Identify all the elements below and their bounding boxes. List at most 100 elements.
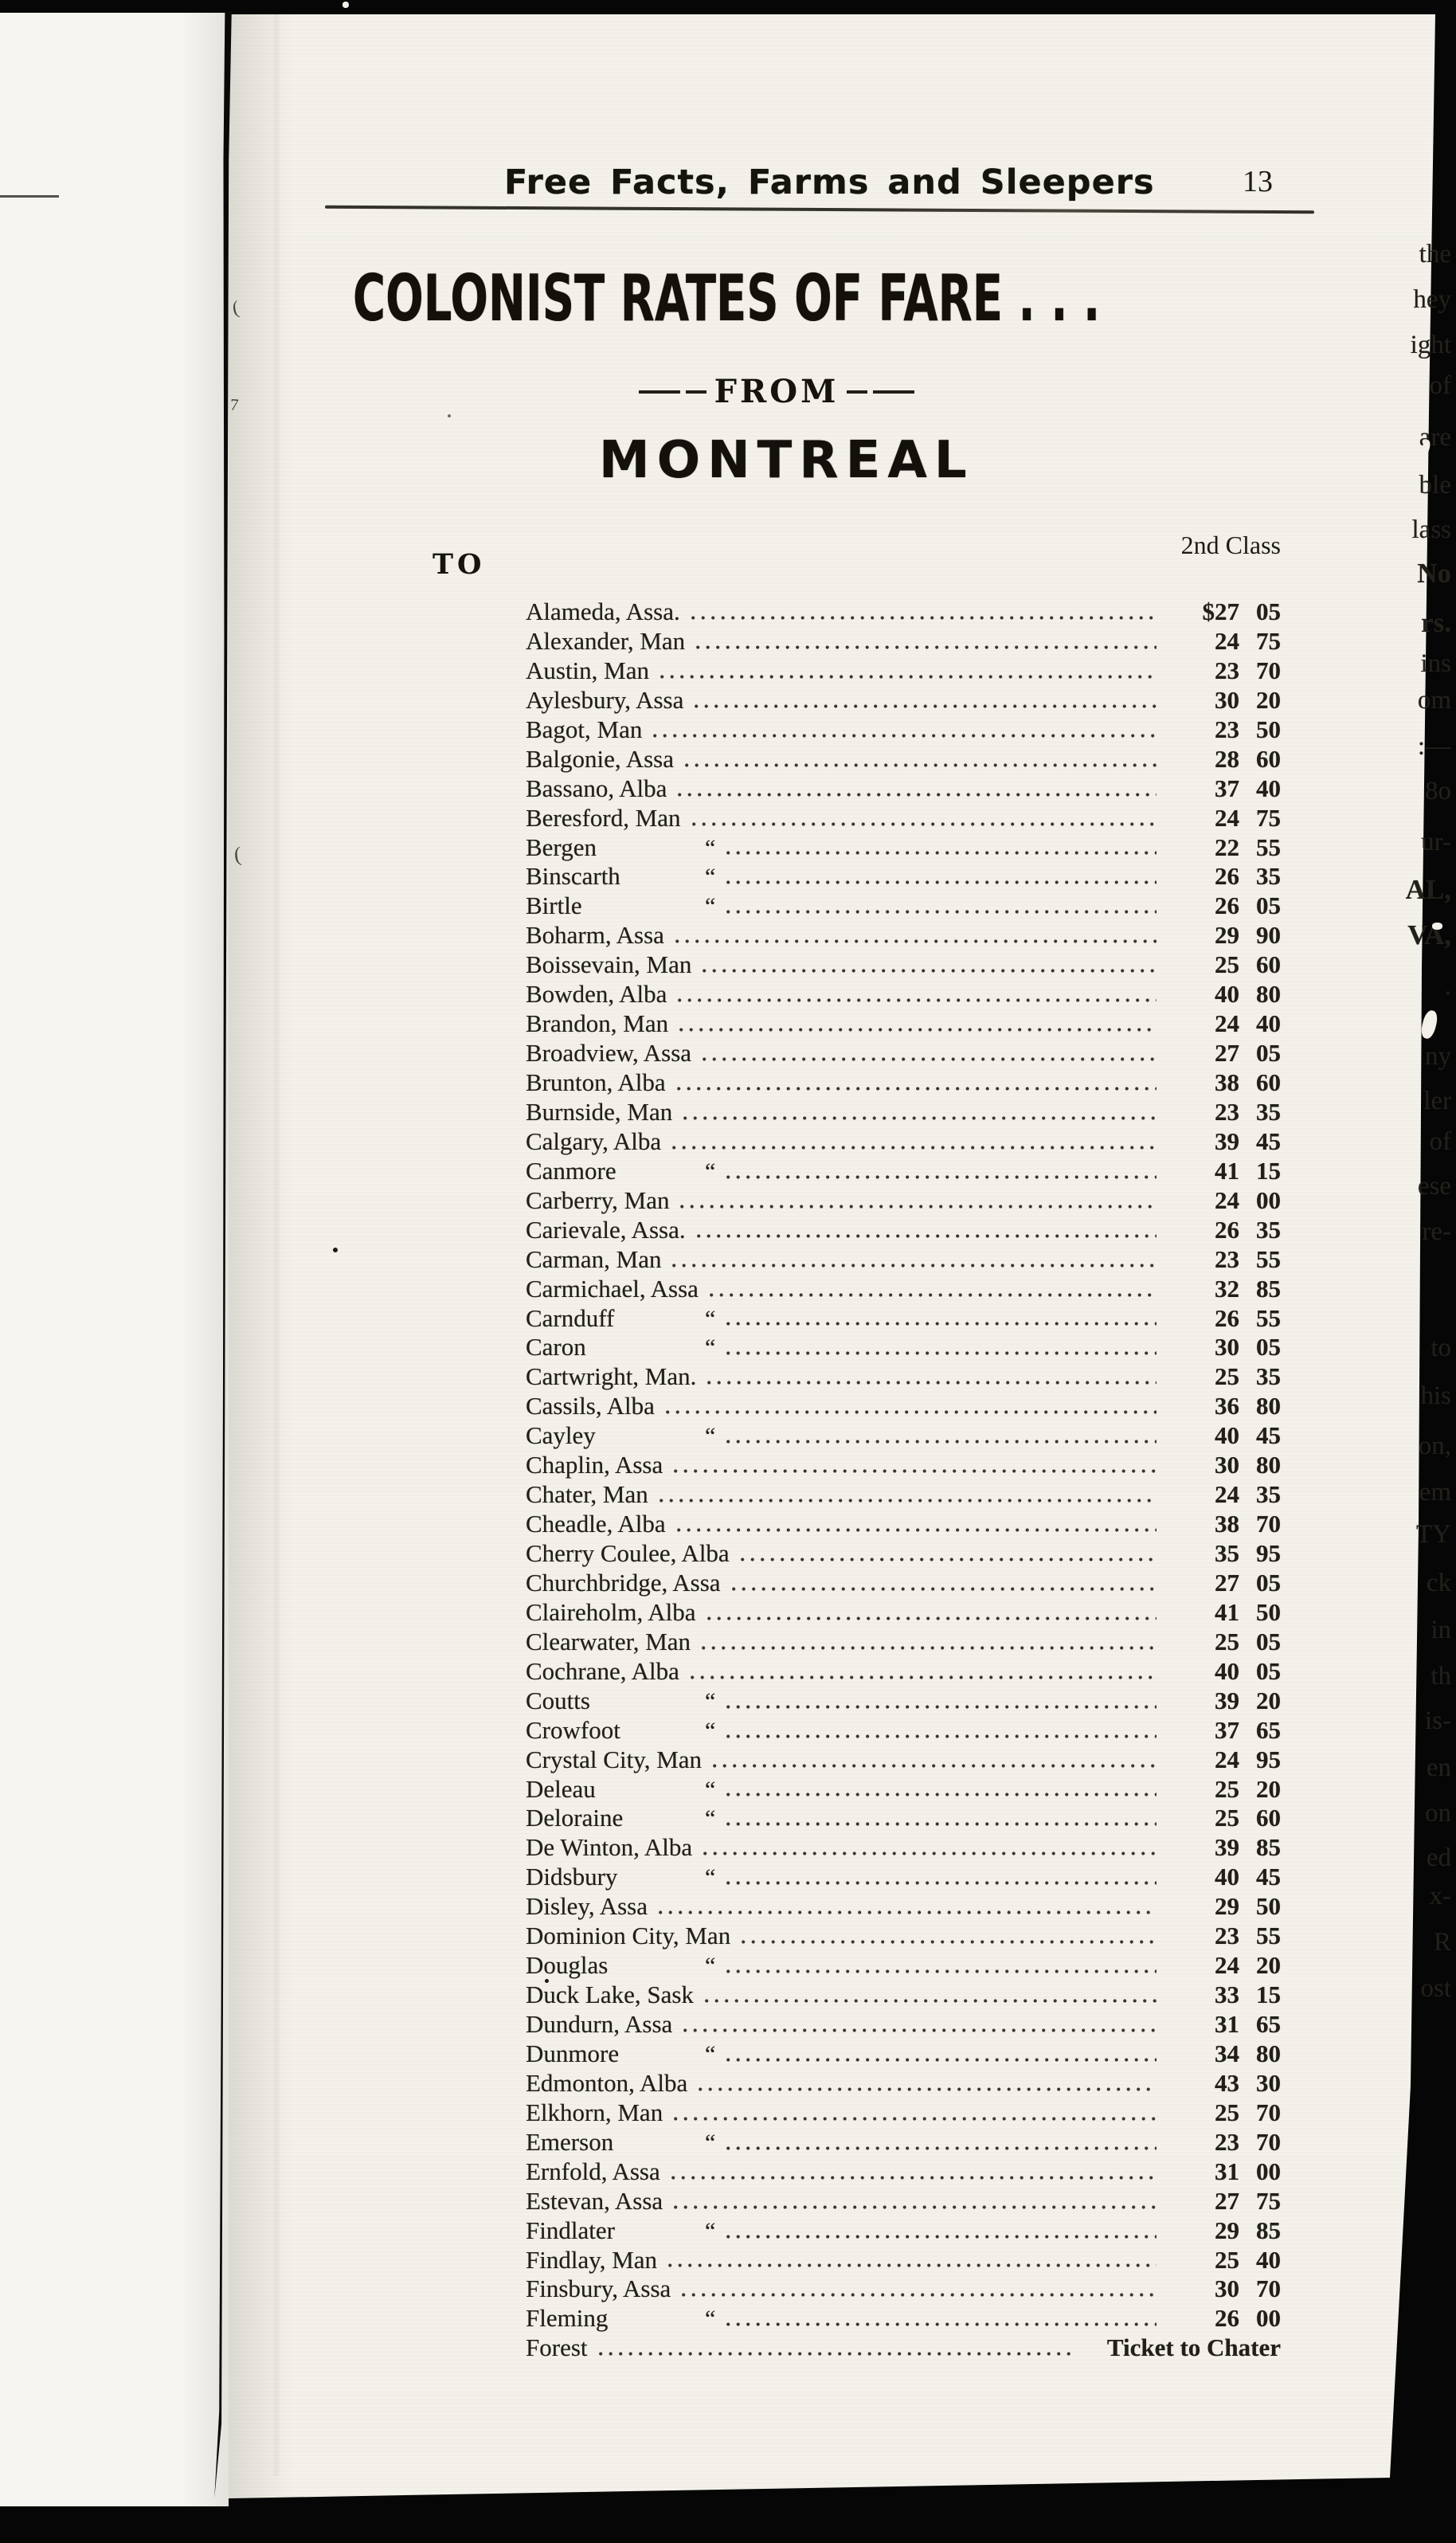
fare-dollars: 27 <box>1215 1568 1239 1597</box>
dot-leader <box>704 1998 1157 2004</box>
destination-name: Caron <box>526 1333 586 1362</box>
fare-dollars: 39 <box>1215 1686 1239 1714</box>
destination-name: Deloraine <box>526 1804 624 1832</box>
fare-cents: 15 <box>1256 1156 1281 1185</box>
fare-cents: 65 <box>1256 2010 1281 2038</box>
fare-dollars: 25 <box>1215 1627 1239 1655</box>
table-row: Caron “ 30 05 <box>526 1333 1281 1362</box>
facing-page-text-fragment: TY <box>1416 1520 1451 1549</box>
facing-page-text-fragment: of <box>1429 1127 1452 1156</box>
ditto-mark: “ <box>705 2217 716 2244</box>
dot-leader <box>713 1762 1157 1769</box>
dot-leader <box>742 1939 1157 1945</box>
ink-speck <box>448 414 451 417</box>
destination-name: Cherry Coulee, Alba <box>526 1539 730 1567</box>
fare-cents: 75 <box>1256 803 1281 832</box>
table-row: Bagot, Man 23 50 <box>526 715 1281 745</box>
table-row: Didsbury “ 40 45 <box>526 1863 1281 1892</box>
destination-name: Edmonton, Alba <box>526 2068 688 2097</box>
destination-name: Chaplin, Assa <box>526 1451 663 1479</box>
destination-name: Dunmore <box>526 2039 620 2067</box>
facing-page-text-fragment: is- <box>1425 1706 1451 1735</box>
destination-name: Claireholm, Alba <box>526 1597 696 1626</box>
dot-leader <box>683 2027 1157 2033</box>
ditto-mark: “ <box>705 2129 716 2156</box>
destination-name: Chater, Man <box>526 1480 648 1509</box>
fare-dollars: 27 <box>1215 1039 1239 1068</box>
dot-leader <box>682 2292 1157 2298</box>
dot-leader <box>726 1174 1157 1180</box>
fare-cents: 45 <box>1256 1863 1281 1891</box>
destination-name: Findlater <box>526 2216 615 2244</box>
dot-leader <box>665 1409 1157 1416</box>
dot-leader <box>685 762 1157 768</box>
fare-dollars: 30 <box>1215 2275 1239 2303</box>
fare-dollars: 40 <box>1215 980 1239 1009</box>
table-row: Dominion City, Man 23 55 <box>526 1922 1281 1951</box>
table-row: Boharm, Assa 29 90 <box>526 921 1281 950</box>
dot-leader <box>726 1350 1157 1357</box>
dot-leader <box>726 1969 1157 1975</box>
destination-name: Ernfold, Assa <box>526 2157 660 2185</box>
dot-leader <box>675 938 1157 945</box>
fare-cents: 05 <box>1256 891 1281 920</box>
facing-page-text-fragment: VA, <box>1407 919 1451 950</box>
fare-cents: 70 <box>1256 656 1281 684</box>
dot-leader <box>690 1674 1157 1680</box>
book-page <box>229 14 1435 2498</box>
facing-page-text-fragment: in <box>1431 1616 1451 1644</box>
fare-cents: 80 <box>1256 1451 1281 1479</box>
destination-name: Crowfoot <box>526 1715 620 1744</box>
destination-name: Fleming <box>526 2304 609 2333</box>
fare-cents: 05 <box>1256 1627 1281 1655</box>
dot-leader <box>680 1203 1157 1209</box>
table-row: De Winton, Alba 39 85 <box>526 1833 1281 1863</box>
dot-leader <box>726 909 1157 915</box>
dot-leader <box>702 1644 1157 1651</box>
fare-cents: 40 <box>1256 774 1281 802</box>
fare-cents: 40 <box>1256 1009 1281 1038</box>
table-row: Boissevain, Man 25 60 <box>526 950 1281 980</box>
destination-name: Duck Lake, Sask <box>526 1981 694 2009</box>
facing-page-text-fragment: the <box>1419 240 1451 268</box>
destination-name: De Winton, Alba <box>526 1833 693 1862</box>
fare-dollars: 40 <box>1215 1656 1239 1685</box>
destination-name: Beresford, Man <box>526 803 681 832</box>
dot-leader <box>726 880 1157 886</box>
fare-dollars: 24 <box>1215 626 1239 655</box>
table-row: Binscarth “ 26 35 <box>526 862 1281 891</box>
table-row: Ernfold, Assa 31 00 <box>526 2157 1281 2187</box>
page-crease <box>272 14 280 2476</box>
table-row: Estevan, Assa 27 75 <box>526 2187 1281 2216</box>
table-row: Cayley “ 40 45 <box>526 1421 1281 1451</box>
table-row: Carberry, Man 24 00 <box>526 1186 1281 1216</box>
table-row: Austin, Man 23 70 <box>526 656 1281 686</box>
ditto-mark: “ <box>705 1776 716 1803</box>
fare-dollars: 29 <box>1215 921 1239 950</box>
ditto-mark: “ <box>705 1334 716 1362</box>
fare-dollars: 40 <box>1215 1421 1239 1450</box>
table-row: Carman, Man 23 55 <box>526 1245 1281 1275</box>
dot-leader <box>703 968 1157 974</box>
fare-dollars: 27 <box>1215 2186 1239 2215</box>
fare-cents: 70 <box>1256 2275 1281 2303</box>
running-header-title: Free Facts, Farms and Sleepers <box>504 163 1155 202</box>
table-row: Bassano, Alba 37 40 <box>526 774 1281 804</box>
fare-cents: 40 <box>1256 2245 1281 2274</box>
fare-cents: 05 <box>1256 1333 1281 1362</box>
destination-name: Brunton, Alba <box>526 1068 666 1096</box>
table-row: Bergen “ 22 55 <box>526 833 1281 863</box>
fare-dollars: 26 <box>1215 1303 1239 1332</box>
facing-page-text-fragment: lass <box>1411 515 1452 544</box>
ditto-mark: “ <box>705 2306 716 2333</box>
ditto-mark: “ <box>705 1805 716 1832</box>
table-row: Bowden, Alba 40 80 <box>526 980 1281 1009</box>
ditto-mark: “ <box>705 1864 716 1891</box>
fare-dollars: 41 <box>1215 1597 1239 1626</box>
fare-dollars: 26 <box>1215 862 1239 891</box>
table-row: Cassils, Alba 36 80 <box>526 1392 1281 1421</box>
fare-dollars: 29 <box>1215 2216 1239 2244</box>
destination-name: Alameda, Assa. <box>526 598 680 625</box>
dot-leader <box>672 1262 1157 1268</box>
fare-dollars: 24 <box>1215 1009 1239 1038</box>
